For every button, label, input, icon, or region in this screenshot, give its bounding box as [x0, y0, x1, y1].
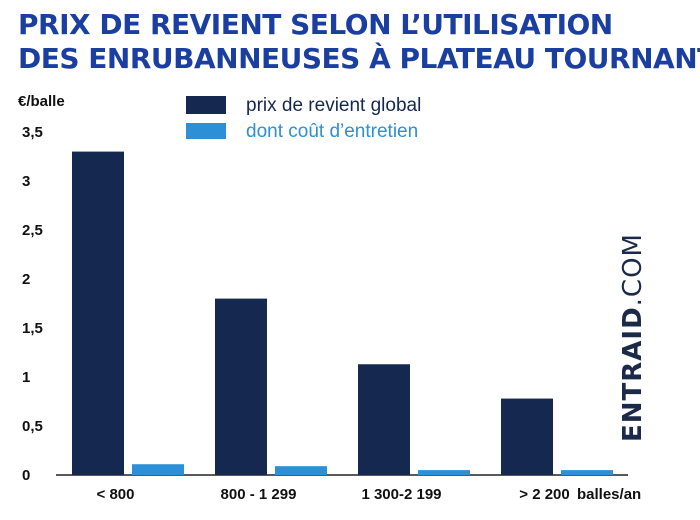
- bar-prix-de-revient-global-0: [72, 151, 124, 475]
- y-tick-label: 2: [22, 271, 30, 288]
- bar-cout-entretien-3: [561, 470, 613, 475]
- x-axis-label: balles/an: [577, 486, 641, 503]
- bar-cout-entretien-1: [275, 466, 327, 475]
- x-tick-label: > 2 200: [519, 486, 569, 503]
- x-tick-label: 1 300-2 199: [361, 486, 441, 503]
- watermark-suffix: .COM: [618, 233, 648, 307]
- y-tick-label: 2,5: [22, 222, 43, 239]
- bar-prix-de-revient-global-3: [501, 398, 553, 475]
- y-tick-label: 3,5: [22, 124, 43, 141]
- y-tick-label: 1: [22, 369, 30, 386]
- legend-label-entretien: dont coût d’entretien: [246, 121, 418, 142]
- legend-swatch-entretien: [186, 123, 226, 139]
- bar-prix-de-revient-global-1: [215, 298, 267, 475]
- y-axis-label: €/balle: [18, 93, 65, 110]
- bar-cout-entretien-0: [132, 464, 184, 475]
- chart-title-line1: PRIX DE REVIENT SELON L’UTILISATION: [18, 8, 613, 41]
- bar-prix-de-revient-global-2: [358, 364, 410, 475]
- y-tick-label: 0: [22, 467, 30, 484]
- chart-title: PRIX DE REVIENT SELON L’UTILISATION DES …: [18, 8, 700, 76]
- x-tick-label: < 800: [97, 486, 135, 503]
- y-tick-label: 0,5: [22, 418, 43, 435]
- y-tick-label: 1,5: [22, 320, 43, 337]
- watermark-brand: ENTRAID: [618, 306, 648, 442]
- legend-swatch-global: [186, 96, 226, 114]
- chart-title-line2: DES ENRUBANNEUSES À PLATEAU TOURNANT: [18, 42, 700, 75]
- x-tick-label: 800 - 1 299: [221, 486, 297, 503]
- bar-cout-entretien-2: [418, 470, 470, 475]
- legend-label-global: prix de revient global: [246, 95, 421, 116]
- entraid-watermark: ENTRAID.COM: [618, 212, 662, 442]
- y-tick-label: 3: [22, 173, 30, 190]
